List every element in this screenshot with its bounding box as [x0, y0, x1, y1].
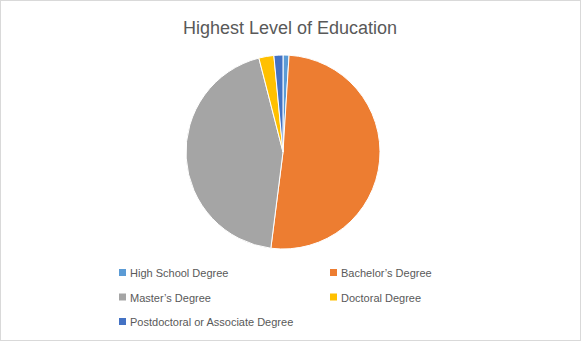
legend-label: Bachelor’s Degree: [341, 267, 432, 279]
legend-item: Bachelor’s Degree: [330, 267, 432, 279]
legend-label: Doctoral Degree: [341, 292, 421, 304]
pie: [186, 55, 380, 249]
legend-swatch: [119, 294, 126, 301]
chart-frame: [1, 1, 581, 341]
pie-slice: [271, 55, 380, 249]
legend-swatch: [330, 294, 337, 301]
legend-label: Master’s Degree: [130, 292, 211, 304]
pie-slice: [259, 55, 283, 152]
legend-item: Master’s Degree: [119, 292, 211, 304]
legend: High School Degree Bachelor’s Degree Maste…: [119, 267, 432, 328]
legend-item: Doctoral Degree: [330, 292, 421, 304]
pie-slice: [274, 55, 283, 152]
legend-swatch: [119, 318, 126, 325]
legend-item: Postdoctoral or Associate Degree: [119, 316, 293, 328]
legend-label: Postdoctoral or Associate Degree: [130, 316, 293, 328]
chart: Highest Level of Education High School De…: [0, 0, 581, 341]
legend-swatch: [119, 269, 126, 276]
legend-item: High School Degree: [119, 267, 228, 279]
title: Highest Level of Education: [183, 18, 397, 38]
legend-label: High School Degree: [130, 267, 228, 279]
legend-swatch: [330, 269, 337, 276]
